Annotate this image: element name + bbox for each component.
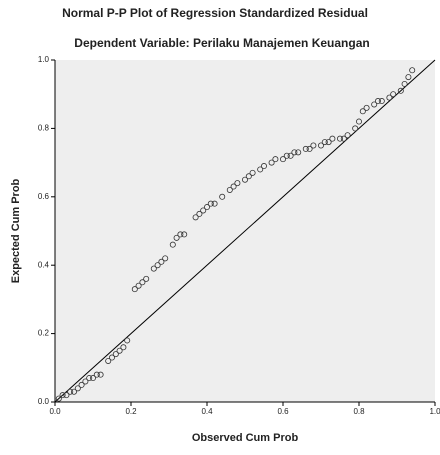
- y-tick-label: 0.6: [38, 192, 50, 201]
- chart-title: Normal P-P Plot of Regression Standardiz…: [62, 6, 368, 20]
- x-tick-label: 0.4: [201, 407, 213, 416]
- y-tick-label: 1.0: [38, 55, 50, 64]
- y-axis-label: Expected Cum Prob: [10, 178, 22, 283]
- x-tick-label: 0.6: [277, 407, 289, 416]
- x-tick-label: 0.0: [49, 407, 61, 416]
- x-tick-label: 0.2: [125, 407, 137, 416]
- chart: Normal P-P Plot of Regression Standardiz…: [0, 0, 440, 450]
- y-tick-label: 0.0: [38, 397, 50, 406]
- y-tick-label: 0.4: [38, 260, 50, 269]
- chart-subtitle: Dependent Variable: Perilaku Manajemen K…: [74, 36, 369, 50]
- x-tick-label: 1.0: [429, 407, 440, 416]
- y-tick-label: 0.8: [38, 124, 50, 133]
- x-tick-label: 0.8: [353, 407, 365, 416]
- y-tick-label: 0.2: [38, 329, 50, 338]
- x-axis-label: Observed Cum Prob: [192, 432, 299, 444]
